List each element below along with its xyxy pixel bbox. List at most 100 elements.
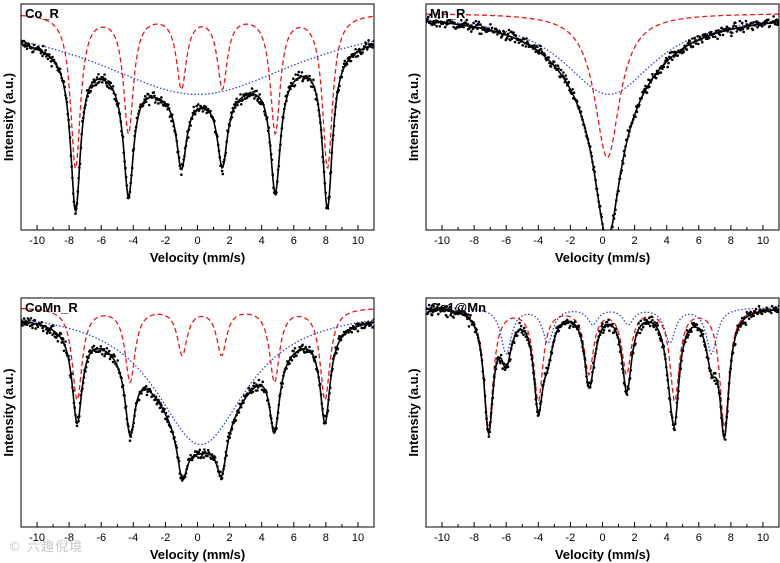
panel-title: Co_R (25, 6, 60, 21)
data-point (773, 23, 777, 26)
data-point (701, 329, 704, 333)
data-point (48, 331, 52, 335)
data-point (567, 80, 570, 84)
data-point (314, 355, 318, 359)
data-point (22, 317, 26, 320)
data-point (197, 450, 201, 454)
data-point (251, 390, 255, 394)
x-tick-label: 4 (664, 532, 670, 544)
data-point (24, 41, 27, 45)
data-point (607, 318, 610, 322)
data-point (490, 26, 494, 30)
series-broad-doublet (426, 19, 779, 96)
data-point (42, 44, 45, 48)
data-point (507, 28, 511, 32)
data-point (648, 324, 652, 328)
data-point (521, 44, 524, 47)
x-tick-label: 6 (291, 532, 297, 544)
data-point (757, 305, 761, 308)
data-point (51, 324, 55, 328)
data-point (158, 406, 162, 410)
x-tick-label: 0 (599, 235, 605, 247)
data-point (190, 458, 194, 462)
series-total-fit (21, 320, 374, 482)
data-point (311, 350, 314, 353)
data-point (513, 341, 516, 345)
data-point (94, 83, 98, 87)
plot-area (426, 13, 779, 235)
data-point (506, 36, 509, 39)
data-point (28, 319, 31, 322)
data-point (519, 324, 523, 328)
data-point (734, 25, 738, 28)
data-point (549, 65, 553, 68)
data-point (257, 378, 261, 382)
data-point (48, 53, 51, 56)
data-point (349, 59, 353, 63)
x-tick-label: -8 (64, 235, 74, 247)
data-point (734, 21, 737, 25)
data-point (62, 349, 66, 353)
data-point (103, 73, 106, 76)
data-point (304, 345, 308, 349)
data-point (676, 54, 679, 57)
data-point (547, 56, 551, 59)
data-point (557, 67, 561, 70)
data-point (693, 36, 696, 40)
data-point (427, 303, 431, 307)
data-point (604, 232, 607, 235)
data-point (356, 54, 360, 58)
data-point (443, 25, 447, 29)
data-point (639, 319, 643, 323)
data-point (301, 343, 304, 347)
data-point (653, 321, 656, 324)
data-point (457, 308, 461, 312)
data-point (59, 332, 63, 335)
data-point (140, 392, 143, 395)
data-point (770, 304, 774, 308)
data-point (26, 317, 30, 320)
data-point (350, 330, 354, 334)
data-point (466, 22, 469, 26)
data-point (235, 97, 238, 101)
data-point (514, 34, 518, 37)
data-point (730, 31, 734, 35)
data-point (644, 84, 647, 88)
data-point (293, 347, 297, 350)
data-point (522, 326, 526, 330)
x-tick-label: -2 (161, 532, 171, 544)
data-point (445, 305, 449, 308)
data-point (572, 91, 576, 94)
data-point (437, 303, 441, 306)
data-point (776, 310, 779, 314)
data-point (682, 50, 686, 54)
data-point (298, 345, 301, 349)
data-point (699, 334, 702, 338)
data-point (91, 84, 95, 88)
data-point (647, 322, 650, 326)
x-tick-label: -6 (96, 532, 106, 544)
data-point (436, 305, 439, 309)
data-point (40, 321, 43, 324)
data-point (75, 424, 79, 428)
data-point (258, 93, 262, 96)
data-point (462, 25, 465, 29)
x-tick-label: 2 (227, 532, 233, 544)
data-point (356, 329, 360, 333)
y-axis-label: Intensity (a.u.) (406, 73, 421, 161)
data-point (738, 19, 742, 23)
data-point (606, 324, 610, 328)
data-point (534, 50, 537, 53)
data-point (564, 74, 567, 77)
data-point (113, 355, 116, 358)
data-point (255, 89, 258, 93)
x-tick-label: 10 (352, 532, 364, 544)
data-point (95, 76, 99, 79)
data-point (438, 307, 442, 310)
x-axis-label: Velocity (mm/s) (555, 250, 650, 265)
data-point (651, 72, 654, 76)
data-point (487, 435, 491, 438)
data-point (41, 54, 44, 58)
data-point (774, 306, 778, 309)
